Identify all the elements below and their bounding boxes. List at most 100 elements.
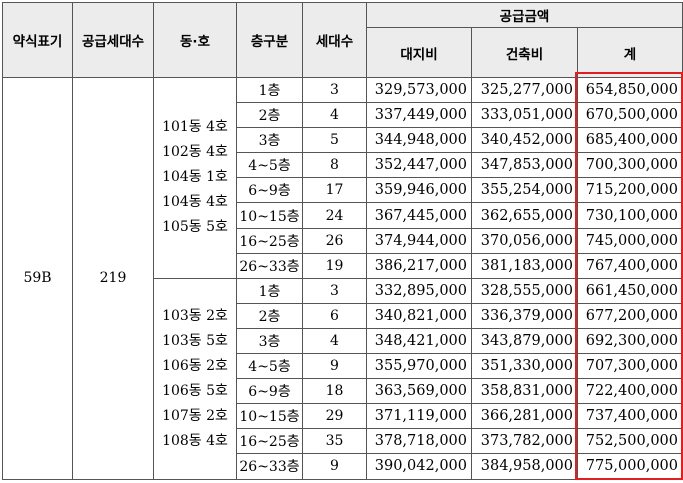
floor-cell: 1층 (236, 76, 303, 104)
building-cost-cell: 351,330,000 (471, 353, 578, 380)
dong-ho-item: 104동 4호 (162, 194, 228, 211)
table-row: 26~33층 9 390,042,000 384,958,000 775,000,000 (3, 453, 683, 480)
unit-count-cell: 3 (302, 277, 367, 304)
total-cell: 737,400,000 (577, 403, 683, 430)
header-land-cost: 대지비 (366, 27, 472, 78)
header-supply-price: 공급금액 (366, 2, 683, 28)
floor-cell: 6~9층 (236, 177, 303, 204)
land-cost-cell: 359,946,000 (366, 177, 472, 204)
total-cell: 722,400,000 (577, 378, 683, 405)
table-row: 4~5층 9 355,970,000 351,330,000 707,300,000 (3, 353, 683, 380)
dong-ho-cell: 103동 2호 103동 5호 106동 2호 106동 5호 107동 2호 108동 … (153, 277, 237, 480)
land-cost-cell: 355,970,000 (366, 353, 472, 380)
total-cell: 692,300,000 (577, 327, 683, 355)
floor-cell: 4~5층 (236, 353, 303, 380)
total-cell: 775,000,000 (577, 453, 683, 480)
total-cell: 677,200,000 (577, 302, 683, 329)
table-row: 6~9층 17 359,946,000 355,254,000 715,200,000 (3, 177, 683, 204)
total-cell: 685,400,000 (577, 127, 683, 154)
header-dong-ho: 동·호 (153, 2, 237, 78)
floor-cell: 10~15층 (236, 403, 303, 430)
land-cost-cell: 367,445,000 (366, 202, 472, 229)
table-row: 6~9층 18 363,569,000 358,831,000 722,400,000 (3, 378, 683, 405)
building-cost-cell: 381,183,000 (471, 252, 578, 279)
total-cell: 767,400,000 (577, 252, 683, 279)
floor-cell: 3층 (236, 327, 303, 355)
header-floor: 층구분 (236, 2, 303, 78)
table-row: 2층 4 337,449,000 333,051,000 670,500,000 (3, 102, 683, 129)
floor-cell: 16~25층 (236, 428, 303, 455)
land-cost-cell: 352,447,000 (366, 152, 472, 179)
unit-count-cell: 4 (302, 102, 367, 129)
table-row: 3층 5 344,948,000 340,452,000 685,400,000 (3, 127, 683, 154)
floor-cell: 26~33층 (236, 453, 303, 480)
total-cell: 661,450,000 (577, 277, 683, 304)
land-cost-cell: 329,573,000 (366, 76, 472, 104)
header-supply-units: 공급세대수 (72, 2, 154, 78)
unit-count-cell: 18 (302, 378, 367, 405)
table-row: 26~33층 19 386,217,000 381,183,000 767,400,00… (3, 252, 683, 279)
unit-count-cell: 9 (302, 353, 367, 380)
building-cost-cell: 373,782,000 (471, 428, 578, 455)
table-row: 59B 219 101동 4호 102동 4호 104동 1호 104동 4호 105동 5… (2, 76, 683, 480)
unit-count-cell: 24 (302, 202, 367, 229)
table-row: 103동 2호 103동 5호 106동 2호 106동 5호 107동 2호 108동 … (3, 277, 683, 480)
header-unit-count: 세대수 (302, 2, 367, 78)
supply-units-cell: 219 (72, 77, 154, 480)
dong-ho-item: 106동 5호 (162, 382, 228, 399)
building-cost-cell: 362,655,000 (471, 202, 578, 229)
type-cell: 59B (2, 77, 73, 480)
dong-ho-item: 107동 2호 (162, 407, 228, 424)
table-body: 59B 219 101동 4호 102동 4호 104동 1호 104동 4호 105동 5… (2, 76, 683, 480)
building-cost-cell: 366,281,000 (471, 403, 578, 430)
dong-ho-item: 102동 4호 (162, 144, 228, 161)
dong-ho-item: 106동 2호 (162, 357, 228, 374)
unit-count-cell: 29 (302, 403, 367, 430)
unit-count-cell: 6 (302, 302, 367, 329)
table-row: 3층 4 348,421,000 343,879,000 692,300,000 (3, 327, 683, 355)
header-total: 계 (577, 27, 683, 78)
land-cost-cell: 390,042,000 (366, 453, 472, 480)
dong-ho-item: 105동 5호 (162, 219, 228, 236)
floor-cell: 3층 (236, 127, 303, 154)
table-row: 16~25층 35 378,718,000 373,782,000 752,500,00… (3, 428, 683, 455)
building-cost-cell: 384,958,000 (471, 453, 578, 480)
total-cell: 670,500,000 (577, 102, 683, 129)
floor-cell: 4~5층 (236, 152, 303, 179)
total-cell: 730,100,000 (577, 202, 683, 229)
total-cell: 700,300,000 (577, 152, 683, 179)
floor-cell: 2층 (236, 102, 303, 129)
land-cost-cell: 374,944,000 (366, 227, 472, 254)
dong-ho-item: 103동 5호 (162, 332, 228, 349)
land-cost-cell: 363,569,000 (366, 378, 472, 405)
unit-count-cell: 19 (302, 252, 367, 279)
dong-ho-cell: 101동 4호 102동 4호 104동 1호 104동 4호 105동 5호 (153, 77, 237, 279)
floor-cell: 1층 (236, 277, 303, 304)
land-cost-cell: 348,421,000 (366, 327, 472, 355)
building-cost-cell: 358,831,000 (471, 378, 578, 405)
land-cost-cell: 344,948,000 (366, 127, 472, 154)
unit-count-cell: 8 (302, 152, 367, 179)
dong-ho-item: 101동 4호 (162, 119, 228, 136)
total-cell: 654,850,000 (577, 76, 683, 104)
land-cost-cell: 337,449,000 (366, 102, 472, 129)
floor-cell: 16~25층 (236, 227, 303, 254)
unit-count-cell: 3 (302, 76, 367, 104)
building-cost-cell: 347,853,000 (471, 152, 578, 179)
land-cost-cell: 378,718,000 (366, 428, 472, 455)
unit-count-cell: 17 (302, 177, 367, 204)
unit-count-cell: 5 (302, 127, 367, 154)
building-cost-cell: 343,879,000 (471, 327, 578, 355)
building-cost-cell: 370,056,000 (471, 227, 578, 254)
dong-ho-item: 104동 1호 (162, 169, 228, 186)
building-cost-cell: 333,051,000 (471, 102, 578, 129)
header-building-cost: 건축비 (471, 27, 578, 78)
floor-cell: 26~33층 (236, 252, 303, 279)
land-cost-cell: 386,217,000 (366, 252, 472, 279)
table-row: 10~15층 29 371,119,000 366,281,000 737,400,00… (3, 403, 683, 430)
table-row: 2층 6 340,821,000 336,379,000 677,200,000 (3, 302, 683, 329)
building-cost-cell: 340,452,000 (471, 127, 578, 154)
unit-count-cell: 4 (302, 327, 367, 355)
unit-count-cell: 35 (302, 428, 367, 455)
